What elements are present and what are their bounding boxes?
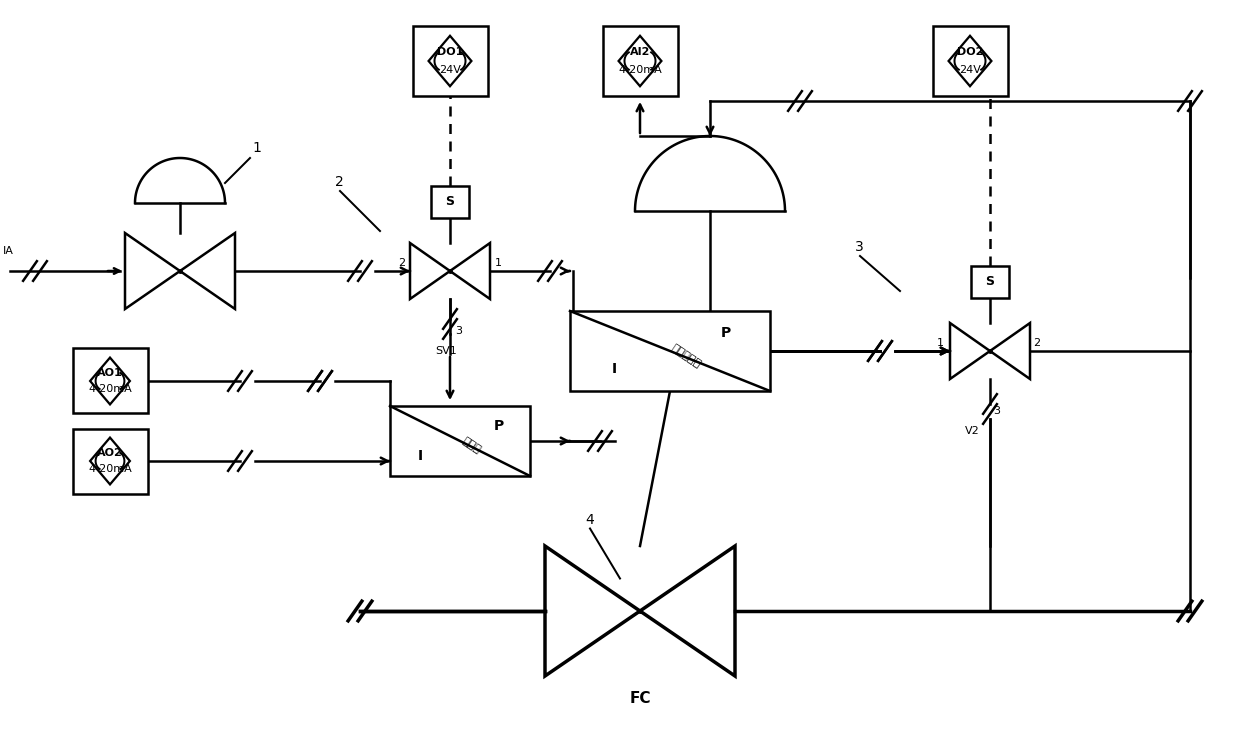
Text: I: I	[418, 450, 423, 463]
Bar	[570, 311, 770, 391]
Bar	[413, 26, 487, 96]
Text: 24V: 24V	[959, 65, 981, 75]
Text: 1: 1	[937, 338, 944, 348]
Text: AI2: AI2	[630, 47, 650, 57]
Text: 2: 2	[398, 258, 405, 268]
Text: 1: 1	[252, 141, 260, 155]
Text: P: P	[720, 327, 732, 341]
Text: DO1: DO1	[436, 47, 464, 57]
Text: P: P	[494, 419, 505, 433]
Text: IA: IA	[2, 246, 14, 256]
Text: AO1: AO1	[97, 368, 123, 377]
Text: 3: 3	[455, 326, 463, 336]
Text: 阀门定位器: 阀门定位器	[670, 342, 703, 369]
Text: SV1: SV1	[435, 346, 456, 356]
Bar	[72, 349, 148, 414]
Text: 4-20mA: 4-20mA	[618, 65, 662, 75]
Bar	[432, 186, 469, 218]
Text: FC: FC	[629, 691, 651, 706]
Text: AO2: AO2	[97, 447, 123, 458]
Text: DO2: DO2	[957, 47, 983, 57]
Bar	[932, 26, 1007, 96]
Text: S: S	[986, 276, 994, 289]
Bar	[391, 406, 529, 476]
Text: 3: 3	[993, 406, 999, 416]
Text: 2: 2	[335, 175, 343, 189]
Text: 3: 3	[856, 240, 864, 254]
Text: 1: 1	[495, 258, 502, 268]
Bar	[971, 266, 1009, 298]
Text: 4: 4	[585, 512, 594, 526]
Text: 24V: 24V	[439, 65, 461, 75]
Bar	[72, 428, 148, 493]
Text: S: S	[445, 195, 455, 208]
Text: 转换器: 转换器	[460, 436, 482, 455]
Text: I: I	[611, 362, 616, 376]
Text: V2: V2	[965, 426, 980, 436]
Text: 2: 2	[1033, 338, 1040, 348]
Bar	[603, 26, 677, 96]
Text: 4-20mA: 4-20mA	[88, 464, 131, 474]
Text: 4-20mA: 4-20mA	[88, 385, 131, 395]
